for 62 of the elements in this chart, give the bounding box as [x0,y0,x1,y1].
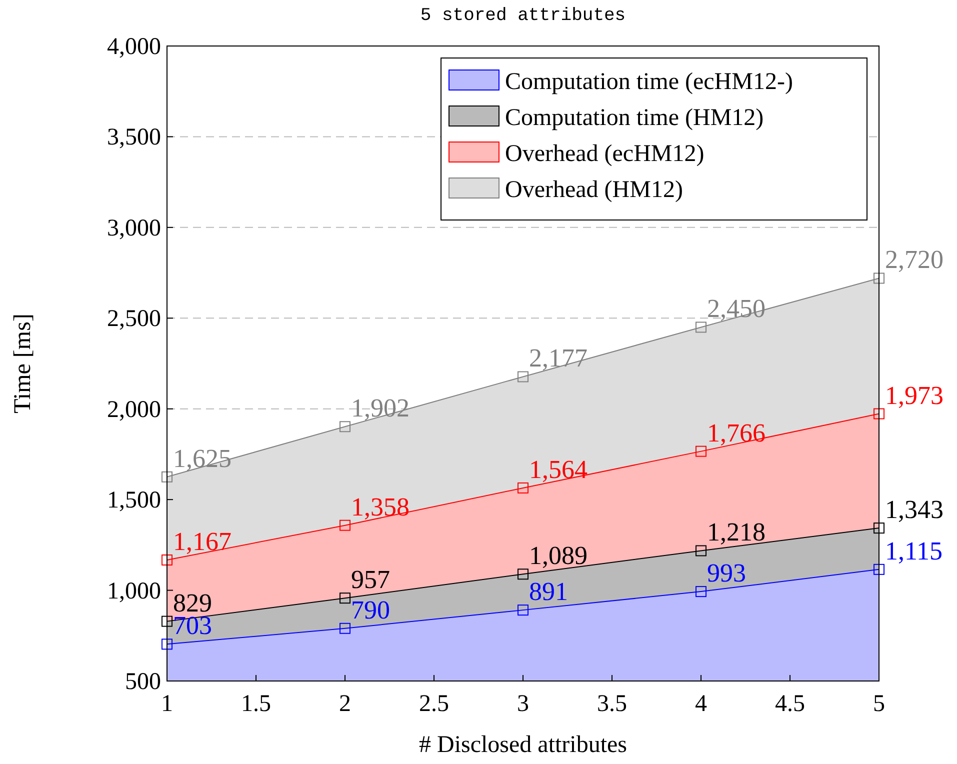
point [162,616,172,627]
data-label: 1,167 [173,526,232,556]
data-label: 2,720 [885,245,944,274]
data-label: 1,902 [351,394,410,423]
point [340,592,350,604]
point [518,568,528,580]
legend-label: Computation time (ecHM12-) [505,69,793,95]
y-axis-title: Time [ms] [10,314,36,414]
data-label: 1,564 [529,454,588,484]
data-label: 1,343 [885,495,944,524]
chart-title: 5 stored attributes [420,6,626,26]
point [340,520,350,531]
x-tick-label: 1.5 [241,691,271,717]
data-label: 2,450 [707,294,766,324]
y-tick-label: 3,000 [107,215,161,242]
point [696,446,706,457]
point [874,522,884,534]
point [874,564,884,575]
x-tick-label: 3 [517,691,529,717]
point [874,408,884,420]
data-label: 1,973 [885,380,944,410]
point [696,586,706,598]
point [518,371,528,382]
data-label: 1,358 [351,492,410,522]
point [696,545,706,556]
y-tick-label: 2,000 [107,396,161,423]
data-label: 1,089 [529,541,588,570]
point [162,554,172,566]
data-label: 891 [529,577,568,606]
y-tick-label: 4,000 [107,34,161,60]
point [340,622,350,634]
data-label: 2,177 [529,344,588,373]
point [696,322,706,333]
data-label: 790 [351,595,390,624]
point [162,638,172,650]
point [874,272,884,284]
x-tick-label: 2 [339,691,351,717]
x-tick-label: 4 [695,691,707,717]
data-label: 993 [707,558,746,588]
y-tick-label: 3,500 [107,124,161,151]
data-label: 1,625 [173,444,232,473]
x-tick-label: 4.5 [775,691,805,717]
y-tick-label: 2,500 [107,306,161,332]
legend-label: Overhead (ecHM12) [505,141,704,167]
y-tick-label: 1,000 [107,578,161,604]
point [518,604,528,616]
x-tick-label: 5 [873,691,885,717]
data-label: 1,766 [707,418,766,448]
data-label: 1,115 [885,536,943,566]
x-tick-label: 2.5 [419,691,449,717]
y-tick-label: 1,500 [107,488,161,514]
x-tick-label: 3.5 [597,691,627,717]
legend-label: Overhead (HM12) [505,177,683,203]
point [162,471,172,482]
legend-label: Computation time (HM12) [505,105,764,131]
y-tick-label: 500 [125,669,161,695]
data-label: 1,218 [707,518,766,547]
data-label: 957 [351,565,390,594]
point [518,482,528,494]
x-axis-title: # Disclosed attributes [419,732,627,758]
point [340,421,350,432]
x-tick-label: 1 [161,691,173,717]
